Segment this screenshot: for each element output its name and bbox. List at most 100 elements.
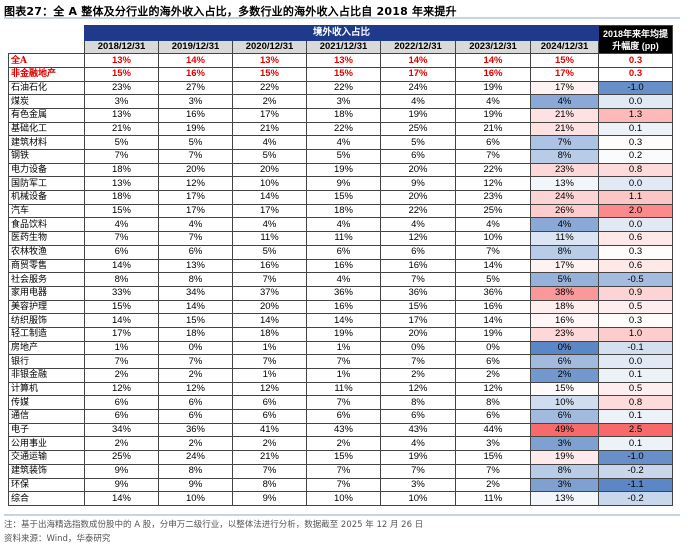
share-cell: 1% xyxy=(232,368,307,383)
share-cell: 16% xyxy=(380,258,456,274)
share-cell: 9% xyxy=(380,176,456,192)
share-cell: 15% xyxy=(306,66,381,82)
table-row: 轻工制造 17% 18% 18% 19% 20% 19% 23% 1.0 xyxy=(8,326,673,342)
share-cell: 6% xyxy=(158,244,233,260)
table-row: 煤炭 3% 3% 2% 3% 4% 4% 4% 0.0 xyxy=(8,94,673,109)
share-cell: 14% xyxy=(158,299,233,315)
share-cell: 21% xyxy=(232,450,307,465)
share-cell: 17% xyxy=(84,326,159,342)
share-cell: 20% xyxy=(380,190,456,205)
share-cell: 16% xyxy=(306,299,381,315)
table-row: 环保 9% 9% 8% 7% 3% 2% 3% -1.1 xyxy=(8,477,673,493)
share-cell: 3% xyxy=(455,436,531,452)
share-cell: 19% xyxy=(455,80,531,96)
share-cell: 37% xyxy=(232,285,307,301)
share-cell: 19% xyxy=(306,162,381,178)
share-cell: 17% xyxy=(232,203,307,219)
share-cell: 5% xyxy=(158,135,233,150)
share-cell: 4% xyxy=(158,217,233,233)
share-cell: 23% xyxy=(455,190,531,205)
share-cell: 17% xyxy=(232,107,307,123)
change-cell: 0.9 xyxy=(598,285,673,301)
industry-label: 钢铁 xyxy=(8,149,85,164)
share-cell: 6% xyxy=(232,395,307,411)
share-cell: 15% xyxy=(455,450,531,465)
industry-label: 美容护理 xyxy=(8,299,85,315)
share-cell: 22% xyxy=(455,162,531,178)
table-row: 基础化工 21% 19% 21% 22% 25% 21% 21% 0.1 xyxy=(8,121,673,137)
share-cell: 13% xyxy=(530,176,599,192)
change-header: 2018年来年均提升幅度 (pp) xyxy=(598,24,673,55)
share-cell: 7% xyxy=(306,463,381,479)
industry-label: 环保 xyxy=(8,477,85,493)
share-cell: 6% xyxy=(158,409,233,424)
share-cell: 4% xyxy=(455,94,531,109)
share-cell: 36% xyxy=(380,285,456,301)
table-row: 家用电器 33% 34% 37% 36% 36% 36% 38% 0.9 xyxy=(8,285,673,301)
change-cell: 0.3 xyxy=(598,244,673,260)
share-cell: 15% xyxy=(306,190,381,205)
share-cell: 5% xyxy=(232,244,307,260)
change-cell: 2.5 xyxy=(598,422,673,438)
industry-label: 通信 xyxy=(8,409,85,424)
change-cell: 0.6 xyxy=(598,258,673,274)
figure-title: 图表27：全 A 整体及分行业的海外收入占比，多数行业的海外收入占比自 2018… xyxy=(4,5,457,18)
share-cell: 5% xyxy=(84,135,159,150)
change-cell: 0.2 xyxy=(598,149,673,164)
share-cell: 33% xyxy=(84,285,159,301)
table-row: 电子 34% 36% 41% 43% 43% 44% 49% 2.5 xyxy=(8,422,673,438)
share-cell: 2% xyxy=(380,368,456,383)
change-cell: 0.8 xyxy=(598,162,673,178)
share-cell: 19% xyxy=(530,450,599,465)
share-cell: 9% xyxy=(306,176,381,192)
share-cell: 3% xyxy=(306,94,381,109)
share-cell: 5% xyxy=(455,272,531,287)
share-cell: 22% xyxy=(306,80,381,96)
share-cell: 10% xyxy=(380,491,456,506)
industry-label: 房地产 xyxy=(8,340,85,356)
share-cell: 9% xyxy=(84,477,159,493)
share-cell: 15% xyxy=(84,203,159,219)
share-cell: 7% xyxy=(232,354,307,369)
table-row: 房地产 1% 0% 1% 1% 0% 0% 0% -0.1 xyxy=(8,340,673,356)
change-cell: 0.3 xyxy=(598,66,673,82)
source-note: 资料来源：Wind，华泰研究 xyxy=(4,534,111,544)
table-row: 建筑装饰 9% 8% 7% 7% 7% 7% 8% -0.2 xyxy=(8,463,673,479)
share-cell: 14% xyxy=(455,313,531,328)
share-cell: 15% xyxy=(232,66,307,82)
share-cell: 6% xyxy=(530,409,599,424)
industry-label: 非金融地产 xyxy=(8,66,85,82)
share-cell: 15% xyxy=(84,66,159,82)
share-cell: 12% xyxy=(380,231,456,246)
share-cell: 16% xyxy=(232,258,307,274)
industry-label: 食品饮料 xyxy=(8,217,85,233)
share-cell: 21% xyxy=(530,121,599,137)
corner-cell xyxy=(8,40,85,55)
share-cell: 14% xyxy=(232,313,307,328)
share-cell: 23% xyxy=(84,80,159,96)
change-cell: 0.0 xyxy=(598,217,673,233)
change-cell: 0.8 xyxy=(598,395,673,411)
share-cell: 2% xyxy=(158,436,233,452)
share-cell: 2% xyxy=(232,436,307,452)
share-cell: 19% xyxy=(380,107,456,123)
industry-label: 建筑材料 xyxy=(8,135,85,150)
share-cell: 13% xyxy=(530,491,599,506)
share-cell: 7% xyxy=(530,135,599,150)
share-cell: 14% xyxy=(84,313,159,328)
table-row: 有色金属 13% 16% 17% 18% 19% 19% 21% 1.3 xyxy=(8,107,673,123)
share-cell: 11% xyxy=(306,231,381,246)
industry-label: 医药生物 xyxy=(8,231,85,246)
share-cell: 18% xyxy=(84,190,159,205)
share-cell: 24% xyxy=(380,80,456,96)
share-cell: 6% xyxy=(380,409,456,424)
share-cell: 4% xyxy=(306,135,381,150)
title-divider xyxy=(4,17,680,19)
change-cell: -1.1 xyxy=(598,477,673,493)
share-cell: 17% xyxy=(530,66,599,82)
industry-label: 汽车 xyxy=(8,203,85,219)
share-cell: 12% xyxy=(380,381,456,397)
share-cell: 6% xyxy=(455,409,531,424)
change-cell: 0.0 xyxy=(598,94,673,109)
share-cell: 21% xyxy=(455,121,531,137)
